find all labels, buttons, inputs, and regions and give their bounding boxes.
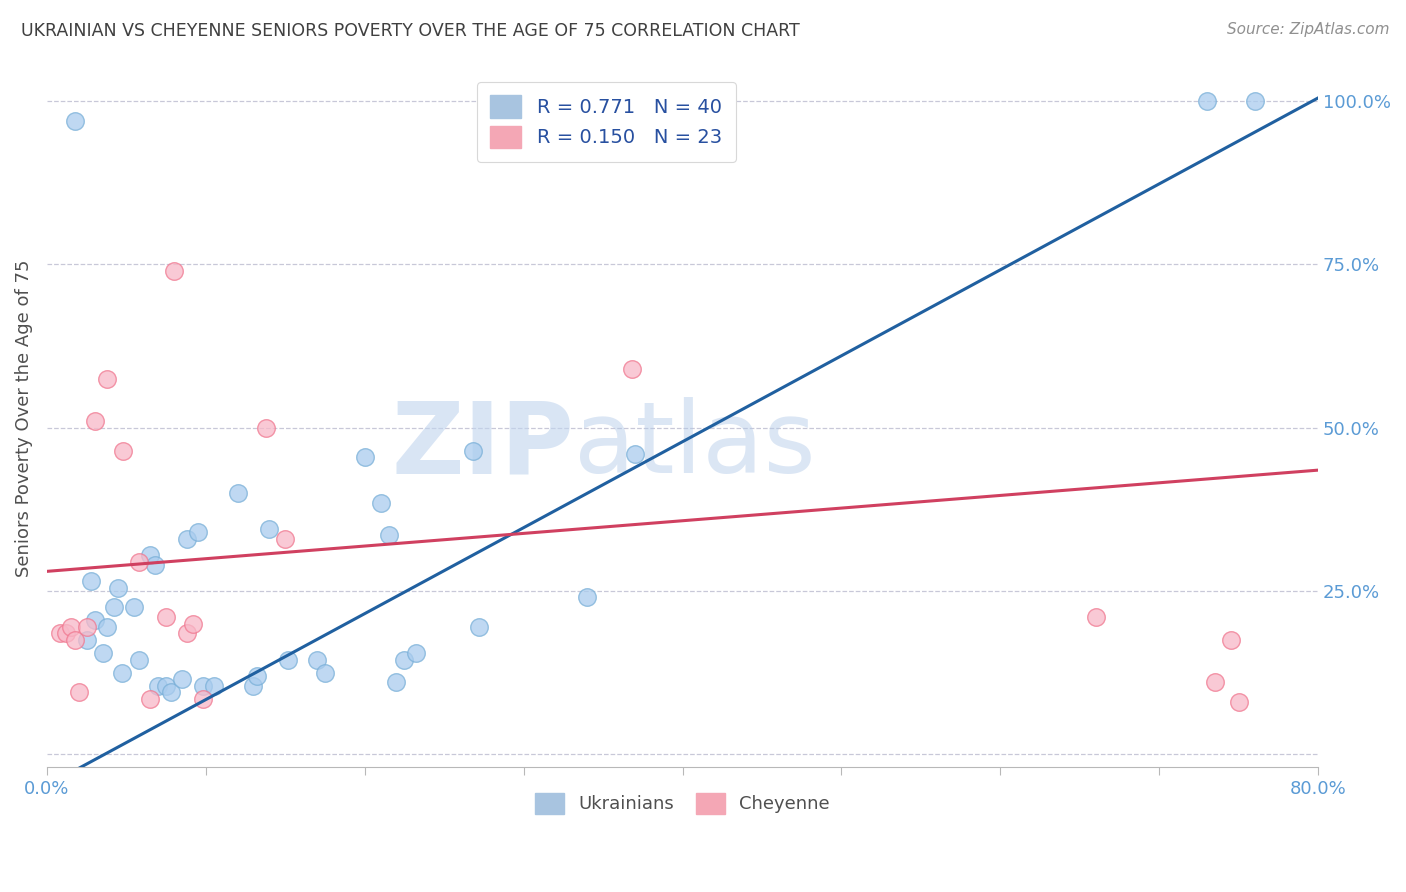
Text: atlas: atlas [575, 397, 815, 494]
Point [191, 679, 214, 693]
Point [246, 669, 269, 683]
Point [83, 613, 105, 627]
Point [80, 574, 103, 589]
Point [305, 652, 328, 666]
Point [254, 420, 277, 434]
Point [202, 679, 225, 693]
Point [1227, 695, 1250, 709]
Point [160, 685, 183, 699]
Legend: Ukrainians, Cheyenne: Ukrainians, Cheyenne [524, 782, 841, 824]
Text: ZIP: ZIP [392, 397, 575, 494]
Point [139, 691, 162, 706]
Point [96, 620, 118, 634]
Point [155, 679, 177, 693]
Point [277, 652, 299, 666]
Point [394, 652, 416, 666]
Point [620, 362, 643, 376]
Point [461, 443, 484, 458]
Point [128, 652, 150, 666]
Point [143, 558, 166, 572]
Point [1243, 94, 1265, 108]
Point [96, 372, 118, 386]
Point [576, 591, 599, 605]
Y-axis label: Seniors Poverty Over the Age of 75: Seniors Poverty Over the Age of 75 [15, 260, 32, 576]
Point [181, 616, 204, 631]
Point [170, 672, 193, 686]
Point [76, 632, 98, 647]
Point [226, 486, 249, 500]
Point [468, 620, 491, 634]
Point [405, 646, 427, 660]
Point [107, 581, 129, 595]
Point [242, 679, 264, 693]
Point [59, 620, 82, 634]
Point [1219, 632, 1241, 647]
Point [67, 685, 90, 699]
Point [370, 496, 392, 510]
Point [353, 450, 375, 464]
Point [55, 626, 77, 640]
Point [1084, 610, 1107, 624]
Point [124, 600, 146, 615]
Point [65, 113, 87, 128]
Point [176, 626, 198, 640]
Text: Source: ZipAtlas.com: Source: ZipAtlas.com [1226, 22, 1389, 37]
Point [48, 626, 70, 640]
Point [1195, 94, 1218, 108]
Text: UKRAINIAN VS CHEYENNE SENIORS POVERTY OVER THE AGE OF 75 CORRELATION CHART: UKRAINIAN VS CHEYENNE SENIORS POVERTY OV… [21, 22, 800, 40]
Point [65, 632, 87, 647]
Point [76, 620, 98, 634]
Point [103, 600, 125, 615]
Point [274, 532, 297, 546]
Point [163, 264, 186, 278]
Point [155, 610, 177, 624]
Point [259, 522, 281, 536]
Point [1204, 675, 1226, 690]
Point [146, 679, 169, 693]
Point [91, 646, 114, 660]
Point [83, 414, 105, 428]
Point [176, 532, 198, 546]
Point [110, 665, 132, 680]
Point [128, 555, 150, 569]
Point [187, 525, 209, 540]
Point [624, 447, 647, 461]
Point [139, 548, 162, 562]
Point [112, 443, 135, 458]
Point [314, 665, 336, 680]
Point [377, 528, 399, 542]
Point [385, 675, 408, 690]
Point [191, 691, 214, 706]
